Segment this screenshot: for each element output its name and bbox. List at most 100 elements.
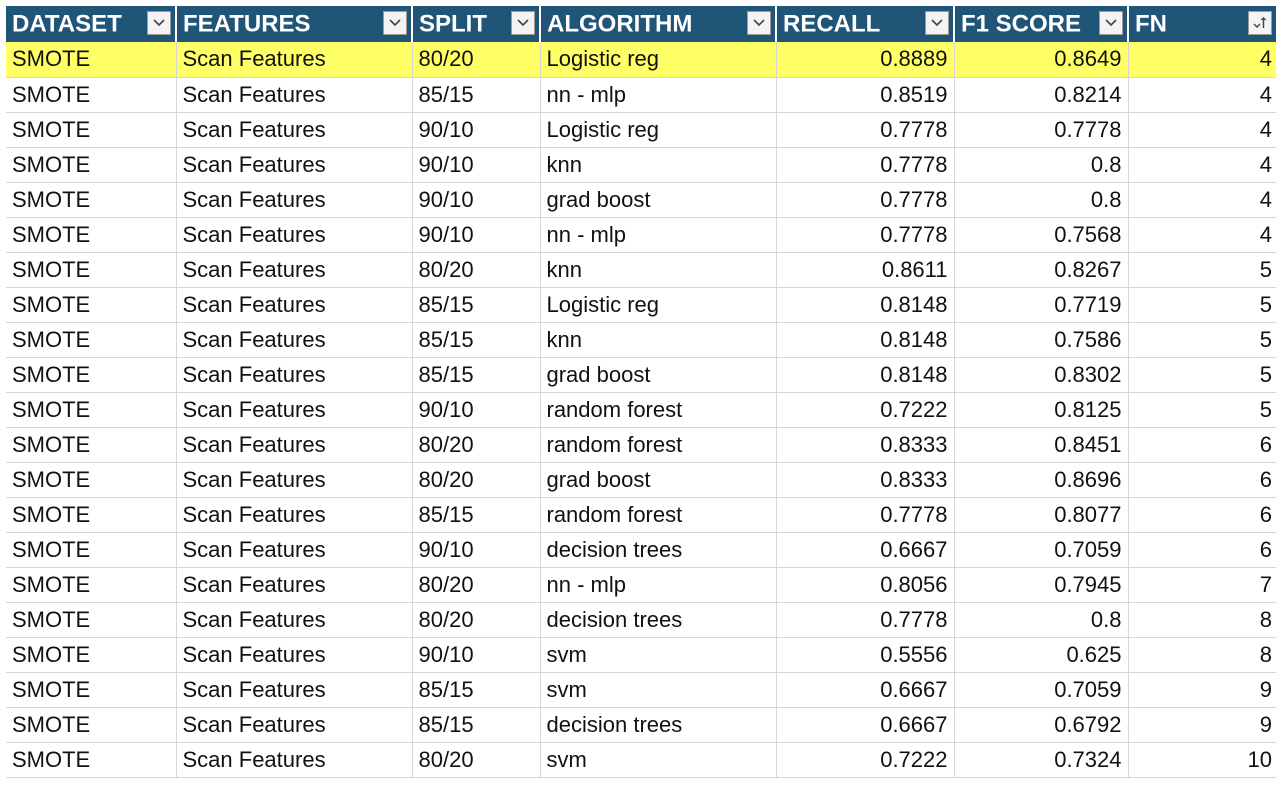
cell-f1[interactable]: 0.7059 bbox=[954, 532, 1129, 568]
cell-recall[interactable]: 0.8148 bbox=[776, 322, 955, 358]
cell-fn[interactable]: 6 bbox=[1128, 462, 1276, 498]
sort-filter-button[interactable] bbox=[1248, 11, 1272, 35]
cell-dataset[interactable]: SMOTE bbox=[6, 217, 177, 253]
cell-dataset[interactable]: SMOTE bbox=[6, 567, 177, 603]
cell-fn[interactable]: 5 bbox=[1128, 322, 1276, 358]
cell-features[interactable]: Scan Features bbox=[176, 497, 413, 533]
cell-split[interactable]: 90/10 bbox=[412, 637, 541, 673]
cell-features[interactable]: Scan Features bbox=[176, 322, 413, 358]
cell-features[interactable]: Scan Features bbox=[176, 182, 413, 218]
cell-f1[interactable]: 0.8267 bbox=[954, 252, 1129, 288]
cell-features[interactable]: Scan Features bbox=[176, 147, 413, 183]
cell-dataset[interactable]: SMOTE bbox=[6, 672, 177, 708]
cell-algorithm[interactable]: nn - mlp bbox=[540, 567, 777, 603]
cell-algorithm[interactable]: svm bbox=[540, 637, 777, 673]
cell-f1[interactable]: 0.7568 bbox=[954, 217, 1129, 253]
cell-fn[interactable]: 7 bbox=[1128, 567, 1276, 603]
cell-f1[interactable]: 0.8649 bbox=[954, 42, 1129, 78]
cell-recall[interactable]: 0.6667 bbox=[776, 672, 955, 708]
cell-algorithm[interactable]: decision trees bbox=[540, 532, 777, 568]
cell-algorithm[interactable]: random forest bbox=[540, 497, 777, 533]
filter-dropdown-button[interactable] bbox=[383, 11, 407, 35]
cell-features[interactable]: Scan Features bbox=[176, 707, 413, 743]
cell-algorithm[interactable]: nn - mlp bbox=[540, 77, 777, 113]
cell-recall[interactable]: 0.8889 bbox=[776, 42, 955, 78]
cell-f1[interactable]: 0.8696 bbox=[954, 462, 1129, 498]
cell-split[interactable]: 90/10 bbox=[412, 112, 541, 148]
cell-features[interactable]: Scan Features bbox=[176, 672, 413, 708]
cell-f1[interactable]: 0.8451 bbox=[954, 427, 1129, 463]
cell-f1[interactable]: 0.8 bbox=[954, 182, 1129, 218]
cell-algorithm[interactable]: grad boost bbox=[540, 182, 777, 218]
cell-recall[interactable]: 0.8148 bbox=[776, 287, 955, 323]
cell-features[interactable]: Scan Features bbox=[176, 357, 413, 393]
cell-split[interactable]: 90/10 bbox=[412, 392, 541, 428]
cell-algorithm[interactable]: svm bbox=[540, 742, 777, 778]
cell-features[interactable]: Scan Features bbox=[176, 637, 413, 673]
cell-algorithm[interactable]: knn bbox=[540, 147, 777, 183]
filter-dropdown-button[interactable] bbox=[747, 11, 771, 35]
cell-dataset[interactable]: SMOTE bbox=[6, 147, 177, 183]
cell-split[interactable]: 85/15 bbox=[412, 322, 541, 358]
column-header-f1-score[interactable]: F1 SCORE bbox=[954, 6, 1129, 42]
cell-algorithm[interactable]: random forest bbox=[540, 392, 777, 428]
cell-algorithm[interactable]: grad boost bbox=[540, 462, 777, 498]
cell-features[interactable]: Scan Features bbox=[176, 112, 413, 148]
cell-recall[interactable]: 0.8519 bbox=[776, 77, 955, 113]
cell-features[interactable]: Scan Features bbox=[176, 742, 413, 778]
cell-algorithm[interactable]: random forest bbox=[540, 427, 777, 463]
cell-split[interactable]: 80/20 bbox=[412, 462, 541, 498]
cell-split[interactable]: 80/20 bbox=[412, 567, 541, 603]
cell-algorithm[interactable]: knn bbox=[540, 322, 777, 358]
cell-algorithm[interactable]: Logistic reg bbox=[540, 287, 777, 323]
cell-split[interactable]: 85/15 bbox=[412, 707, 541, 743]
cell-recall[interactable]: 0.7778 bbox=[776, 182, 955, 218]
column-header-dataset[interactable]: DATASET bbox=[6, 6, 177, 42]
cell-dataset[interactable]: SMOTE bbox=[6, 287, 177, 323]
cell-fn[interactable]: 8 bbox=[1128, 637, 1276, 673]
cell-f1[interactable]: 0.7778 bbox=[954, 112, 1129, 148]
cell-features[interactable]: Scan Features bbox=[176, 287, 413, 323]
cell-recall[interactable]: 0.7222 bbox=[776, 392, 955, 428]
cell-fn[interactable]: 10 bbox=[1128, 742, 1276, 778]
cell-f1[interactable]: 0.625 bbox=[954, 637, 1129, 673]
cell-algorithm[interactable]: decision trees bbox=[540, 602, 777, 638]
cell-features[interactable]: Scan Features bbox=[176, 217, 413, 253]
cell-features[interactable]: Scan Features bbox=[176, 252, 413, 288]
cell-dataset[interactable]: SMOTE bbox=[6, 322, 177, 358]
cell-f1[interactable]: 0.7719 bbox=[954, 287, 1129, 323]
cell-fn[interactable]: 4 bbox=[1128, 182, 1276, 218]
filter-dropdown-button[interactable] bbox=[1099, 11, 1123, 35]
cell-split[interactable]: 80/20 bbox=[412, 42, 541, 78]
cell-split[interactable]: 85/15 bbox=[412, 672, 541, 708]
cell-recall[interactable]: 0.7222 bbox=[776, 742, 955, 778]
cell-algorithm[interactable]: grad boost bbox=[540, 357, 777, 393]
cell-dataset[interactable]: SMOTE bbox=[6, 42, 177, 78]
filter-dropdown-button[interactable] bbox=[147, 11, 171, 35]
cell-dataset[interactable]: SMOTE bbox=[6, 427, 177, 463]
cell-dataset[interactable]: SMOTE bbox=[6, 357, 177, 393]
filter-dropdown-button[interactable] bbox=[511, 11, 535, 35]
cell-split[interactable]: 90/10 bbox=[412, 532, 541, 568]
cell-fn[interactable]: 4 bbox=[1128, 217, 1276, 253]
cell-f1[interactable]: 0.8 bbox=[954, 147, 1129, 183]
cell-algorithm[interactable]: nn - mlp bbox=[540, 217, 777, 253]
cell-features[interactable]: Scan Features bbox=[176, 77, 413, 113]
cell-fn[interactable]: 5 bbox=[1128, 392, 1276, 428]
cell-features[interactable]: Scan Features bbox=[176, 42, 413, 78]
cell-f1[interactable]: 0.7945 bbox=[954, 567, 1129, 603]
cell-recall[interactable]: 0.8333 bbox=[776, 462, 955, 498]
cell-dataset[interactable]: SMOTE bbox=[6, 497, 177, 533]
cell-recall[interactable]: 0.8333 bbox=[776, 427, 955, 463]
cell-recall[interactable]: 0.7778 bbox=[776, 112, 955, 148]
cell-dataset[interactable]: SMOTE bbox=[6, 462, 177, 498]
cell-dataset[interactable]: SMOTE bbox=[6, 637, 177, 673]
cell-features[interactable]: Scan Features bbox=[176, 392, 413, 428]
cell-recall[interactable]: 0.6667 bbox=[776, 532, 955, 568]
cell-f1[interactable]: 0.7324 bbox=[954, 742, 1129, 778]
column-header-split[interactable]: SPLIT bbox=[412, 6, 541, 42]
cell-dataset[interactable]: SMOTE bbox=[6, 77, 177, 113]
cell-split[interactable]: 80/20 bbox=[412, 742, 541, 778]
cell-features[interactable]: Scan Features bbox=[176, 532, 413, 568]
cell-fn[interactable]: 8 bbox=[1128, 602, 1276, 638]
